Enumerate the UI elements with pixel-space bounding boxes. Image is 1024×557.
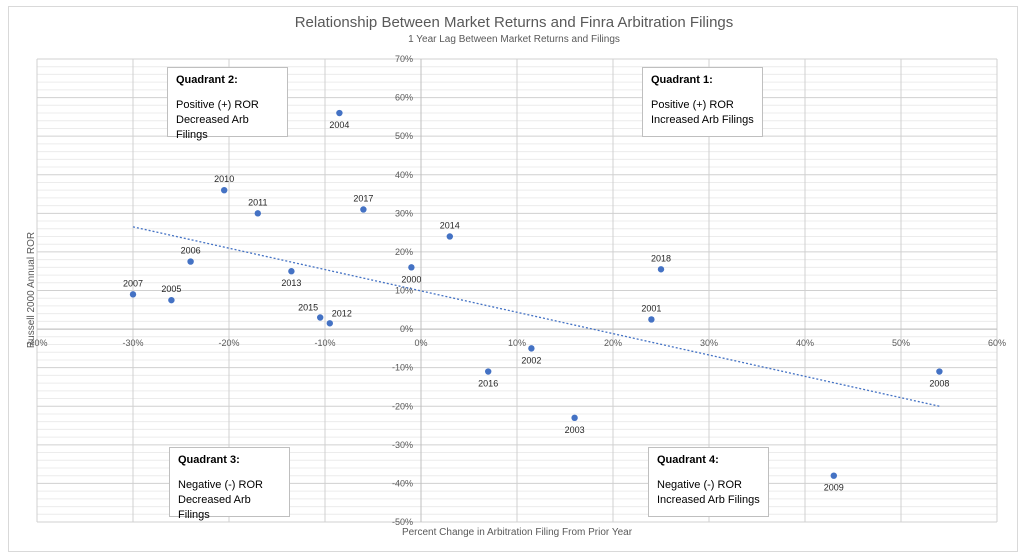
point-label-2005: 2005 bbox=[161, 284, 181, 294]
x-tick-label: -20% bbox=[218, 338, 239, 348]
point-label-2012: 2012 bbox=[332, 308, 352, 318]
y-tick-label: 60% bbox=[395, 93, 413, 103]
x-tick-labels: -40% -30% -20% -10% 0% 10% 20% 30% 40% 50% 60% bbox=[26, 338, 1006, 348]
y-tick-label: 20% bbox=[395, 247, 413, 257]
point-label-2006: 2006 bbox=[181, 246, 201, 256]
point-label-2002: 2002 bbox=[521, 355, 541, 365]
data-point-2011 bbox=[254, 210, 261, 217]
chart-subtitle: 1 Year Lag Between Market Returns and Fi… bbox=[408, 34, 620, 45]
quadrant-4-line1: Negative (-) ROR bbox=[657, 479, 742, 491]
quadrant-3-line2: Decreased Arb Filings bbox=[178, 494, 251, 521]
data-point-2018 bbox=[657, 266, 665, 273]
x-tick-label: -30% bbox=[122, 338, 143, 348]
point-label-2015: 2015 bbox=[298, 303, 318, 313]
trendline bbox=[132, 226, 940, 407]
axes bbox=[37, 59, 997, 522]
y-tick-labels: 70% 60% 50% 40% 30% 20% 10% 0% -10% -20% -30% -40% -… bbox=[392, 54, 413, 527]
x-tick-label: 20% bbox=[604, 338, 622, 348]
point-label-2010: 2010 bbox=[214, 174, 234, 184]
y-tick-label: 30% bbox=[395, 208, 413, 218]
data-point-2004 bbox=[336, 109, 343, 117]
x-tick-label: 60% bbox=[988, 338, 1006, 348]
y-tick-label: 70% bbox=[395, 54, 413, 64]
data-point-2007 bbox=[129, 291, 137, 298]
quadrant-1-line2: Increased Arb Filings bbox=[651, 114, 754, 126]
chart-title: Relationship Between Market Returns and … bbox=[295, 14, 734, 31]
data-point-2006 bbox=[187, 258, 194, 265]
data-point-2001 bbox=[648, 316, 655, 323]
data-point-2005 bbox=[168, 296, 175, 304]
point-label-2017: 2017 bbox=[353, 193, 373, 203]
quadrant-1-title: Quadrant 1: bbox=[651, 74, 713, 86]
y-tick-label: 10% bbox=[395, 286, 413, 296]
quadrant-2-title: Quadrant 2: bbox=[176, 74, 238, 86]
quadrant-2-line2: Decreased Arb Filings bbox=[176, 114, 249, 141]
x-tick-label: 10% bbox=[508, 338, 526, 348]
x-tick-label: -10% bbox=[314, 338, 335, 348]
data-point-2003 bbox=[571, 414, 578, 422]
data-point-2015 bbox=[317, 314, 324, 321]
data-point-2014 bbox=[446, 233, 453, 240]
quadrant-2-box: Quadrant 2: Positive (+) ROR Decreased A… bbox=[167, 67, 288, 141]
y-tick-label: -30% bbox=[392, 440, 413, 450]
point-label-2011: 2011 bbox=[248, 197, 267, 207]
point-label-2003: 2003 bbox=[565, 425, 585, 435]
data-point-2010 bbox=[221, 186, 228, 194]
y-tick-label: -10% bbox=[392, 363, 413, 373]
quadrant-2-line1: Positive (+) ROR bbox=[176, 99, 259, 111]
y-tick-label: -50% bbox=[392, 517, 413, 527]
point-label-2013: 2013 bbox=[281, 278, 301, 288]
x-tick-label: 0% bbox=[414, 338, 427, 348]
data-point-2017 bbox=[360, 206, 367, 213]
quadrant-1-line1: Positive (+) ROR bbox=[651, 99, 734, 111]
chart-frame bbox=[8, 6, 1018, 552]
data-point-2000 bbox=[408, 264, 415, 271]
data-point-2012 bbox=[326, 320, 333, 327]
point-label-2007: 2007 bbox=[123, 278, 143, 288]
point-label-2008: 2008 bbox=[929, 379, 949, 389]
quadrant-4-box: Quadrant 4: Negative (-) ROR Increased A… bbox=[648, 447, 769, 517]
quadrant-4-line2: Increased Arb Filings bbox=[657, 494, 760, 506]
x-tick-label: -40% bbox=[26, 338, 47, 348]
point-label-2000: 2000 bbox=[401, 274, 421, 284]
quadrant-3-title: Quadrant 3: bbox=[178, 454, 240, 466]
x-axis-title: Percent Change in Arbitration Filing Fro… bbox=[402, 527, 633, 538]
data-point-2016 bbox=[485, 368, 492, 375]
data-point-2013 bbox=[288, 268, 295, 275]
x-tick-label: 50% bbox=[892, 338, 910, 348]
point-label-2016: 2016 bbox=[478, 379, 498, 389]
quadrant-1-box: Quadrant 1: Positive (+) ROR Increased A… bbox=[642, 67, 763, 137]
y-tick-label: -20% bbox=[392, 401, 413, 411]
point-label-2009: 2009 bbox=[824, 483, 844, 493]
point-label-2001: 2001 bbox=[641, 303, 661, 313]
x-tick-label: 30% bbox=[700, 338, 718, 348]
data-point-2002 bbox=[528, 345, 535, 352]
y-tick-label: 40% bbox=[395, 170, 413, 180]
y-tick-label: -40% bbox=[392, 478, 413, 488]
trendline-group bbox=[132, 226, 940, 407]
x-tick-label: 40% bbox=[796, 338, 814, 348]
data-points: 2000 2001 2002 2003 2004 2005 2006 2007 2008 2009… bbox=[123, 109, 949, 493]
quadrant-3-line1: Negative (-) ROR bbox=[178, 479, 263, 491]
y-tick-label: 50% bbox=[395, 131, 413, 141]
data-point-2008 bbox=[936, 368, 943, 375]
point-label-2004: 2004 bbox=[329, 120, 349, 130]
data-point-2009 bbox=[830, 472, 837, 479]
quadrant-4-title: Quadrant 4: bbox=[657, 454, 719, 466]
y-tick-label: 0% bbox=[400, 324, 413, 334]
y-axis-title: Russell 2000 Annual ROR bbox=[26, 232, 37, 348]
point-label-2014: 2014 bbox=[440, 220, 460, 230]
quadrant-3-box: Quadrant 3: Negative (-) ROR Decreased A… bbox=[169, 447, 290, 521]
gridlines bbox=[36, 58, 998, 523]
point-label-2018: 2018 bbox=[651, 253, 671, 263]
